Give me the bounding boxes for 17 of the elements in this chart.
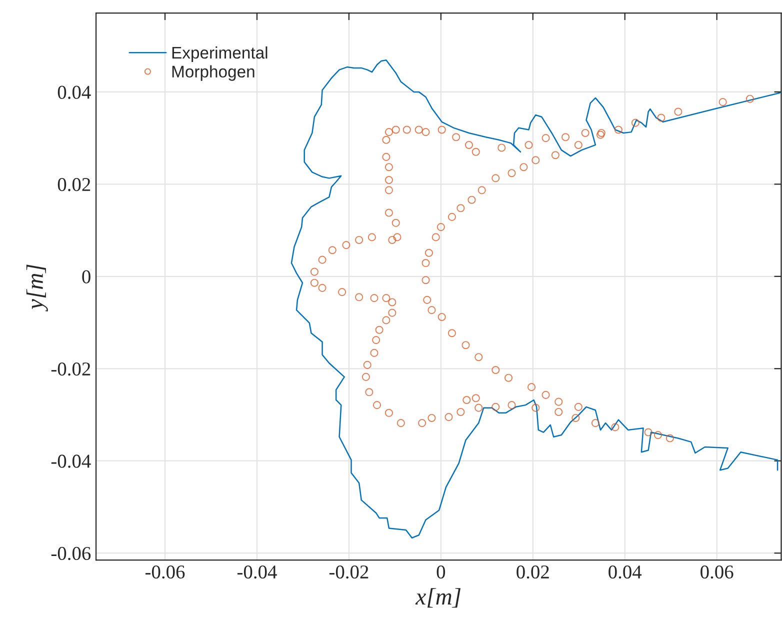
x-tick-label: 0.04 (608, 565, 642, 579)
x-tick-label: -0.06 (145, 565, 185, 579)
x-tick-label: -0.04 (237, 565, 277, 579)
y-axis-title: y[m] (26, 264, 48, 312)
y-tick-label: 0.02 (58, 178, 90, 192)
y-tick-label: 0.04 (58, 86, 91, 99)
y-tick-label: -0.04 (51, 454, 91, 468)
x-tick-label: -0.02 (329, 565, 368, 579)
x-tick-label: 0.02 (516, 565, 549, 579)
x-axis-title: x[m] (415, 588, 461, 608)
x-tick-label: 0 (436, 565, 446, 579)
y-tick-label: -0.02 (51, 362, 90, 376)
y-tick-label: 0 (82, 270, 90, 284)
legend-label: Morphogen (172, 65, 254, 81)
x-tick-label: 0.06 (700, 565, 734, 579)
y-tick-label: -0.06 (51, 546, 91, 560)
legend-label: Experimental (172, 46, 268, 62)
